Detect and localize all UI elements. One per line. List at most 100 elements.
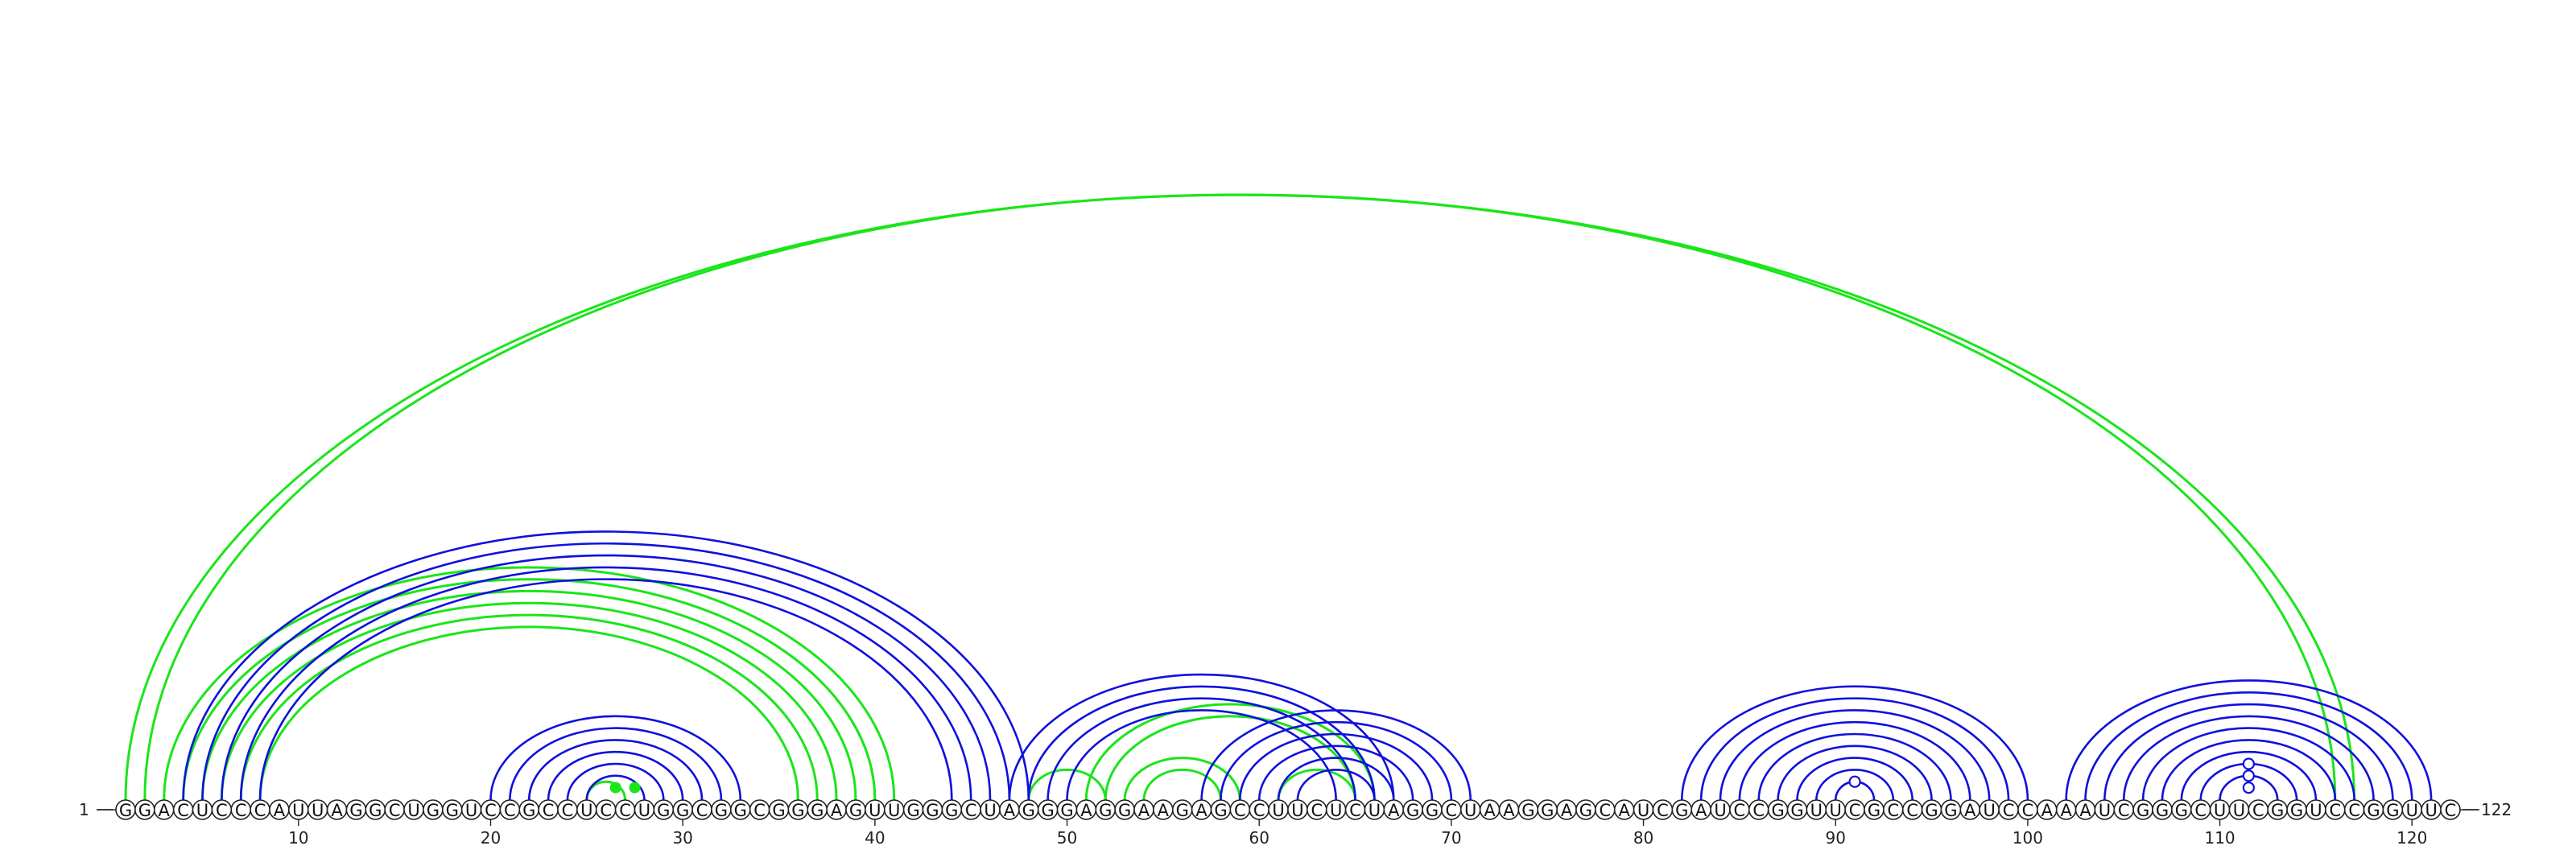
nucleotide-57: A: [1191, 799, 1212, 820]
nucleotide-letter: G: [1426, 801, 1439, 820]
position-ticks: 10 20 30 40 50 60 70 80 90 100 110 120: [288, 819, 2427, 848]
blue-arc-62-66: [1296, 769, 1376, 801]
nucleotide-letter: C: [1752, 801, 1765, 820]
nucleotide-letter: U: [869, 801, 881, 820]
blue-arc-22-31: [527, 739, 704, 801]
blue-arc-49-65: [1046, 697, 1356, 801]
tick-label: 50: [1057, 828, 1077, 848]
nucleotide-112: C: [2248, 799, 2269, 820]
blue-arc-104-119: [2103, 703, 2394, 801]
nucleotide-letter: A: [2079, 801, 2091, 820]
nucleotide-letter: G: [1042, 801, 1055, 820]
blue-arc-89-93: [1815, 769, 1895, 801]
nucleotide-letter: C: [1253, 801, 1265, 820]
nucleotide-letter: G: [715, 801, 728, 820]
nucleotide-81: C: [1652, 799, 1674, 820]
tick-30: 30: [672, 819, 693, 848]
nucleotide-62: U: [1287, 799, 1308, 820]
blue-arc-83-99: [1699, 697, 2010, 801]
nucleotide-letter: A: [1618, 801, 1630, 820]
nucleotide-65: C: [1344, 799, 1366, 820]
green-arc-3-41: [163, 566, 896, 801]
blue-arc-5-47: [201, 542, 1011, 801]
nucleotide-letter: C: [965, 801, 977, 820]
nucleotide-letter: G: [906, 801, 919, 820]
nucleotide-44: G: [941, 799, 963, 820]
nucleotide-89: U: [1806, 799, 1827, 820]
nucleotide-49: G: [1037, 799, 1059, 820]
nucleotide-6: C: [211, 799, 233, 820]
nucleotide-letter: G: [1868, 801, 1880, 820]
nucleotide-letter: G: [522, 801, 535, 820]
nucleotide-letter: G: [2386, 801, 2399, 820]
green-arc-52-65: [1104, 715, 1357, 801]
nucleotide-letter: C: [2252, 801, 2264, 820]
nucleotide-letter: G: [1118, 801, 1131, 820]
nucleotide-59: C: [1229, 799, 1251, 820]
nucleotide-letter: G: [2271, 801, 2284, 820]
tick-90: 90: [1826, 819, 1846, 848]
nucleotide-7: C: [230, 799, 252, 820]
blue-arc-24-29: [566, 762, 665, 801]
tick-label: 120: [2396, 828, 2427, 848]
nucleotide-75: G: [1537, 799, 1558, 820]
nucleotide-115: U: [2306, 799, 2326, 820]
nucleotide-letter: C: [2194, 801, 2207, 820]
open-marker: [1848, 775, 1861, 788]
nucleotide-letter: G: [1790, 801, 1803, 820]
nucleotide-letter: A: [1964, 801, 1976, 820]
nucleotide-letter: C: [254, 801, 266, 820]
nucleotide-43: G: [922, 799, 943, 820]
nucleotide-letter: A: [159, 801, 171, 820]
nucleotide-116: C: [2324, 799, 2346, 820]
nucleotide-97: A: [1959, 799, 1981, 820]
nucleotide-letter: G: [1022, 801, 1035, 820]
nucleotide-letter: G: [2367, 801, 2380, 820]
nucleotide-96: G: [1940, 799, 1962, 820]
blue-arc-86-96: [1757, 732, 1952, 801]
green-arc-5-39: [200, 589, 857, 801]
nucleotide-letter: G: [349, 801, 362, 820]
nucleotide-letter: G: [791, 801, 804, 820]
nucleotide-letter: U: [2233, 801, 2245, 820]
nucleotide-28: U: [634, 799, 655, 820]
nucleotide-70: C: [1441, 799, 1462, 820]
nucleotide-105: C: [2113, 799, 2135, 820]
nucleotide-100: C: [2017, 799, 2038, 820]
blue-arc-7-45: [239, 567, 972, 801]
nucleotide-11: U: [307, 799, 328, 820]
nucleotide-letter: U: [580, 801, 592, 820]
green-dot-marker: [629, 782, 641, 794]
nucleotide-90: U: [1825, 799, 1847, 820]
nucleotide-letter: G: [1675, 801, 1688, 820]
nucleotide-letter: U: [312, 801, 324, 820]
nucleotide-88: G: [1786, 799, 1808, 820]
blue-arc-87-95: [1777, 745, 1933, 801]
blue-arc-59-69: [1239, 732, 1434, 801]
nucleotide-79: A: [1613, 799, 1635, 820]
nucleotide-letter: A: [1695, 801, 1707, 820]
green-arc-8-36: [258, 625, 799, 801]
tick-70: 70: [1441, 819, 1462, 848]
blue-arc-88-94: [1796, 757, 1913, 801]
nucleotide-letter: U: [638, 801, 650, 820]
nucleotide-letter: A: [1004, 801, 1016, 820]
nucleotide-letter: C: [1349, 801, 1361, 820]
tick-120: 120: [2396, 819, 2427, 848]
nucleotide-letter: C: [1599, 801, 1611, 820]
nucleotide-letter: G: [1060, 801, 1073, 820]
nucleotide-118: G: [2363, 799, 2384, 820]
nucleotide-letter: C: [2348, 801, 2360, 820]
nucleotide-73: A: [1498, 799, 1520, 820]
nucleotide-16: U: [403, 799, 424, 820]
nucleotide-5: U: [192, 799, 213, 820]
nucleotide-letter: U: [1291, 801, 1303, 820]
nucleotide-80: U: [1633, 799, 1654, 820]
nucleotide-38: A: [826, 799, 847, 820]
nucleotide-22: G: [518, 799, 540, 820]
nucleotide-87: G: [1767, 799, 1789, 820]
nucleotide-letter: G: [849, 801, 862, 820]
